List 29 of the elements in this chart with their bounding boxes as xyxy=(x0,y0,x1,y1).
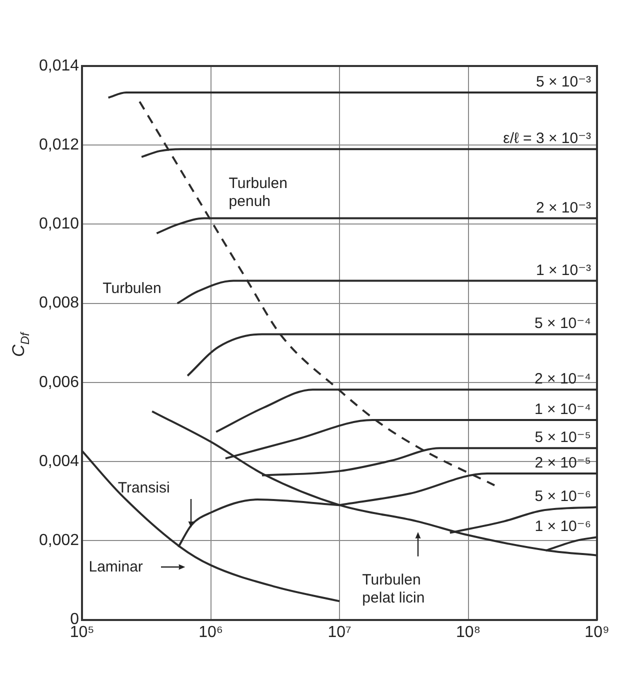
annotation: Transisi xyxy=(118,479,170,496)
annotation: Turbulen pelat licin xyxy=(362,571,425,606)
y-tick-label: 0,004 xyxy=(38,452,80,470)
series-label: 1 × 10⁻⁶ xyxy=(534,518,591,536)
series-label: 2 × 10⁻⁵ xyxy=(534,454,591,472)
x-tick-label: 10⁶ xyxy=(198,624,223,641)
y-tick-label: 0,010 xyxy=(38,216,80,233)
y-tick-label: 0,002 xyxy=(38,532,80,550)
series-label: 2 × 10⁻⁴ xyxy=(534,370,591,388)
series-label: 5 × 10⁻⁶ xyxy=(534,488,591,506)
x-tick-label: 10⁹ xyxy=(584,624,610,641)
annotation: Laminar xyxy=(88,558,143,576)
x-tick-label: 10⁷ xyxy=(328,624,352,641)
series-label: 1 × 10⁻⁴ xyxy=(534,401,591,418)
y-tick-label: 0,008 xyxy=(38,294,80,312)
x-tick-label: 10⁸ xyxy=(456,624,481,641)
series-label: 5 × 10⁻⁴ xyxy=(534,315,591,332)
y-axis-title: CDf xyxy=(9,331,32,357)
annotation: Turbulen xyxy=(102,280,162,298)
x-tick-label: 10⁵ xyxy=(70,624,94,641)
annotation: Turbulen penuh xyxy=(228,174,288,210)
series-label: 2 × 10⁻³ xyxy=(536,199,591,216)
y-tick-label: 0,012 xyxy=(38,136,80,154)
series-label: 1 × 10⁻³ xyxy=(536,262,591,279)
y-tick-label: 0,006 xyxy=(38,374,80,391)
series-label: 5 × 10⁻⁵ xyxy=(534,429,591,446)
series-label: ε/ℓ = 3 × 10⁻³ xyxy=(503,130,591,148)
series-label: 5 × 10⁻³ xyxy=(536,74,591,91)
y-tick-label: 0,014 xyxy=(38,57,80,74)
